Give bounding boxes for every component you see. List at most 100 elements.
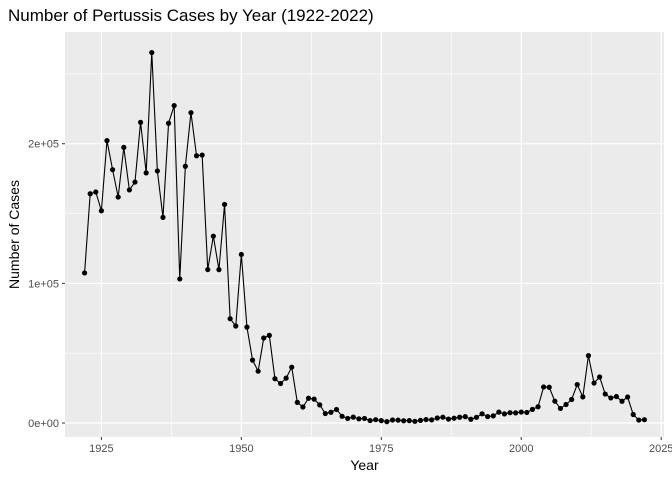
data-point <box>137 119 144 125</box>
data-point <box>524 409 530 416</box>
data-point <box>165 120 172 126</box>
x-axis-title: Year <box>350 457 379 473</box>
data-point <box>557 405 564 412</box>
data-point <box>109 167 116 173</box>
data-point <box>552 398 558 404</box>
data-point <box>233 323 239 329</box>
data-point <box>417 417 424 423</box>
data-point <box>457 414 463 420</box>
data-point <box>93 189 99 195</box>
data-point <box>305 395 312 401</box>
data-point <box>272 376 278 382</box>
y-tick-label: 1e+05 <box>28 278 59 290</box>
data-point <box>238 251 244 258</box>
data-point <box>630 411 636 418</box>
data-point <box>468 416 474 422</box>
x-tick-label: 1925 <box>89 443 113 455</box>
data-point <box>154 168 160 174</box>
data-point <box>401 418 407 424</box>
data-point <box>227 316 233 322</box>
data-point <box>485 413 491 420</box>
data-point <box>641 417 648 423</box>
data-point <box>115 194 121 200</box>
y-tick-label: 2e+05 <box>28 139 59 151</box>
data-point <box>440 414 446 420</box>
data-point <box>535 404 541 410</box>
data-point <box>199 152 205 158</box>
data-point <box>574 381 580 388</box>
data-point <box>126 187 132 193</box>
data-point <box>496 409 502 415</box>
data-point <box>412 418 418 424</box>
data-point <box>249 357 256 363</box>
data-point <box>294 399 300 405</box>
data-point <box>529 406 536 412</box>
data-point <box>261 335 267 341</box>
data-point <box>87 191 93 197</box>
data-point <box>345 415 351 422</box>
data-point <box>585 353 592 359</box>
x-tick-label: 1950 <box>229 443 253 455</box>
data-point <box>266 332 272 338</box>
data-point <box>373 417 379 423</box>
data-point <box>361 415 368 422</box>
data-point <box>597 374 603 380</box>
data-point <box>221 201 228 208</box>
data-point <box>395 417 401 423</box>
data-point <box>462 414 468 420</box>
data-point <box>300 404 306 410</box>
data-point <box>171 102 177 109</box>
data-point <box>216 267 222 273</box>
x-tick-label: 2025 <box>649 443 672 455</box>
data-point <box>513 410 519 416</box>
data-point <box>210 233 216 239</box>
data-point <box>619 398 625 404</box>
data-point <box>608 395 614 401</box>
data-point <box>244 324 250 330</box>
data-point <box>277 380 284 387</box>
data-point <box>445 416 452 422</box>
plot-panel <box>65 32 664 437</box>
data-point <box>423 416 429 423</box>
data-point <box>104 138 110 144</box>
data-point <box>625 394 631 400</box>
data-point <box>356 416 362 422</box>
data-point <box>602 391 608 397</box>
data-point <box>636 417 642 423</box>
data-point <box>569 396 575 403</box>
data-point <box>518 409 524 415</box>
data-point <box>429 417 435 423</box>
data-point <box>501 411 508 417</box>
data-point <box>541 384 547 390</box>
data-point <box>613 393 620 400</box>
data-point <box>182 163 188 169</box>
data-point <box>563 401 569 408</box>
data-point <box>490 413 496 419</box>
y-tick-label: 0e+00 <box>28 418 59 430</box>
data-point <box>149 49 155 56</box>
data-point <box>473 414 480 420</box>
data-point <box>580 394 586 400</box>
data-point <box>205 266 211 273</box>
data-point <box>591 380 597 386</box>
data-point <box>406 418 412 424</box>
y-axis-title: Number of Cases <box>6 180 22 289</box>
data-point <box>177 276 183 282</box>
data-point <box>121 144 127 150</box>
data-point <box>389 417 396 423</box>
data-point <box>328 409 334 415</box>
data-point <box>188 110 194 116</box>
data-point <box>546 384 552 390</box>
data-point <box>479 411 485 417</box>
data-point <box>255 368 261 374</box>
data-point <box>193 153 200 159</box>
data-point <box>98 208 104 214</box>
data-point <box>160 214 166 221</box>
data-point <box>143 170 149 176</box>
data-point <box>132 179 138 185</box>
data-point <box>507 410 513 416</box>
x-tick-label: 2000 <box>509 443 533 455</box>
data-point <box>339 413 345 419</box>
data-point <box>378 418 384 424</box>
